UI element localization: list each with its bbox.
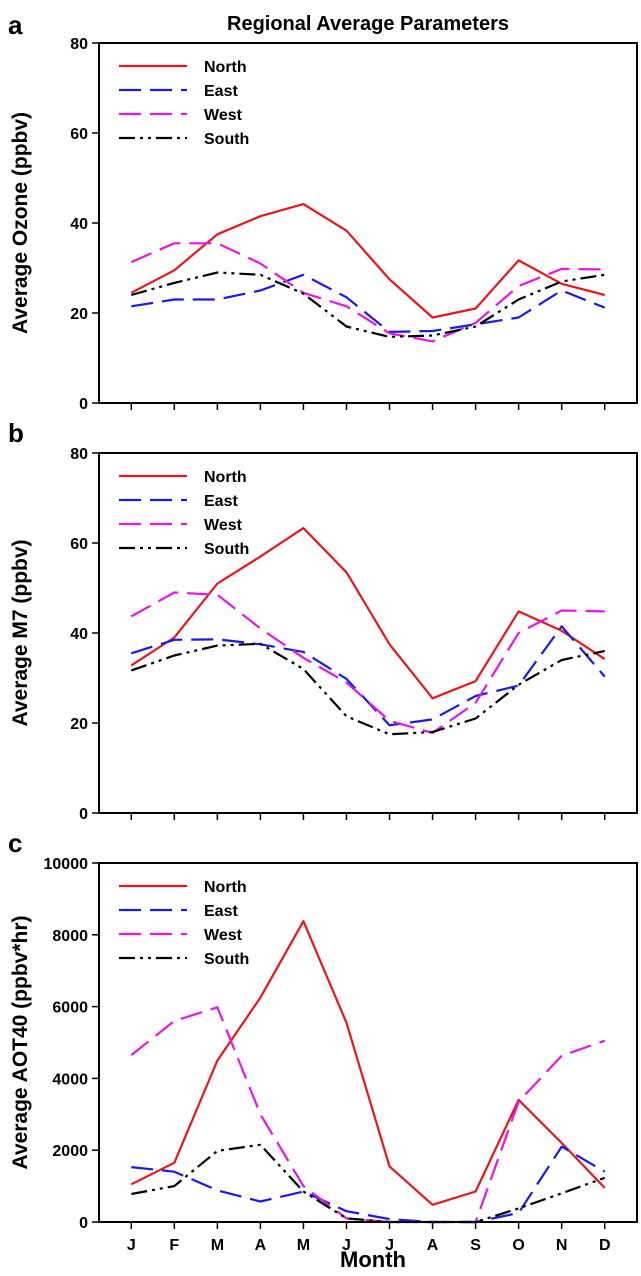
x-tick-label: J xyxy=(385,1237,394,1254)
y-tick-label: 80 xyxy=(70,36,88,53)
legend-label: North xyxy=(204,469,247,486)
panel-letter: b xyxy=(8,418,24,448)
legend-label: East xyxy=(204,83,238,100)
legend-label: South xyxy=(204,131,249,148)
series-line-east xyxy=(131,1145,606,1224)
x-tick-label: A xyxy=(255,1237,267,1254)
x-tick-label: A xyxy=(427,1237,439,1254)
y-tick-label: 80 xyxy=(70,446,88,463)
legend-label: South xyxy=(204,951,249,968)
x-tick-label: M xyxy=(297,1237,310,1254)
y-tick-label: 40 xyxy=(70,216,88,233)
x-tick-label: O xyxy=(512,1237,524,1254)
plot-frame xyxy=(98,42,638,404)
y-tick-label: 0 xyxy=(79,396,88,413)
y-tick-label: 10000 xyxy=(44,856,89,873)
panel-letter: c xyxy=(8,828,22,858)
y-tick-label: 20 xyxy=(70,306,88,323)
plot-frame xyxy=(98,452,638,814)
series-line-north xyxy=(130,920,606,1206)
y-tick-label: 8000 xyxy=(52,928,88,945)
x-tick-label: M xyxy=(211,1237,224,1254)
series-line-east xyxy=(131,273,606,333)
y-tick-label: 40 xyxy=(70,626,88,643)
legend: North East West South xyxy=(119,469,249,558)
y-tick-label: 4000 xyxy=(52,1071,88,1088)
legend-label: North xyxy=(204,59,247,76)
chart-title: Regional Average Parameters xyxy=(227,13,509,35)
y-tick-label: 0 xyxy=(79,1215,88,1232)
series-line-north xyxy=(130,526,606,700)
series-line-west xyxy=(130,242,605,343)
legend: North East West South xyxy=(119,59,249,148)
y-tick-label: 60 xyxy=(70,126,88,143)
series-line-east xyxy=(130,625,606,727)
series-line-west xyxy=(130,1006,606,1224)
series-line-south xyxy=(130,642,605,736)
y-tick-label: 6000 xyxy=(52,1000,88,1017)
legend-label: West xyxy=(204,517,243,534)
y-axis-label: Average M7 (ppbv) xyxy=(9,539,32,726)
legend-label: East xyxy=(204,493,238,510)
y-tick-label: 20 xyxy=(70,716,88,733)
x-tick-label: N xyxy=(556,1237,568,1254)
panel-a: a Average Ozone (ppbv) 0 20 40 60 80 North East W… xyxy=(8,10,638,413)
legend-label: West xyxy=(204,107,243,124)
legend-label: West xyxy=(204,927,243,944)
series-line-west xyxy=(130,591,605,735)
legend-label: South xyxy=(204,541,249,558)
x-tick-label: S xyxy=(470,1237,481,1254)
x-tick-label: J xyxy=(342,1237,351,1254)
legend: North East West South xyxy=(119,879,249,968)
legend-label: North xyxy=(204,879,247,896)
x-axis-label: Month xyxy=(340,1247,406,1272)
x-tick-label: F xyxy=(169,1237,179,1254)
y-axis-label: Average Ozone (ppbv) xyxy=(9,112,32,334)
y-tick-label: 0 xyxy=(79,806,88,823)
panel-letter: a xyxy=(8,10,23,40)
series-line-south xyxy=(131,271,605,338)
x-tick-label: D xyxy=(599,1237,611,1254)
panel-b: b Average M7 (ppbv) 0 20 40 60 80 North East West… xyxy=(8,418,638,823)
series-line-north xyxy=(130,203,605,319)
y-axis-label: Average AOT40 (ppbv*hr) xyxy=(9,916,32,1170)
legend-label: East xyxy=(204,903,238,920)
y-tick-label: 60 xyxy=(70,536,88,553)
panel-c: c Average AOT40 (ppbv*hr) 0 2000 4000 6000 800… xyxy=(8,828,638,1254)
plot-frame xyxy=(98,862,638,1223)
x-tick-label: J xyxy=(127,1237,136,1254)
y-tick-label: 2000 xyxy=(52,1143,88,1160)
